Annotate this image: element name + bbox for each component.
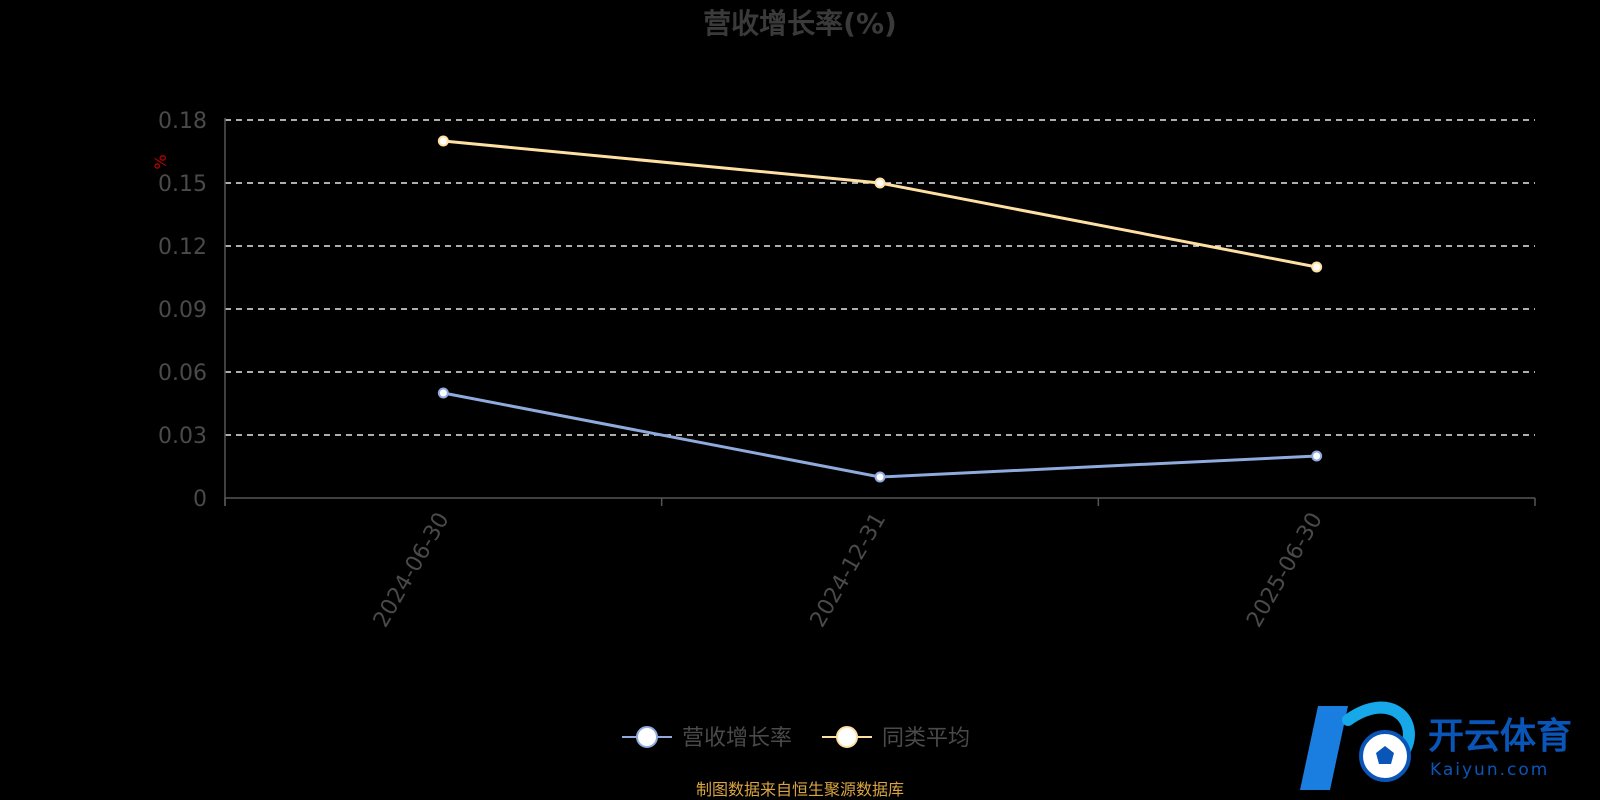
y-tick-label: 0.03 bbox=[158, 424, 207, 449]
x-tick-label: 2024-12-31 bbox=[806, 509, 892, 632]
grid-lines bbox=[225, 119, 1535, 436]
source-note: 制图数据来自恒生聚源数据库 bbox=[696, 780, 904, 799]
y-tick-label: 0 bbox=[193, 487, 207, 512]
data-point[interactable] bbox=[437, 135, 449, 147]
legend-label-peer-average: 同类平均 bbox=[882, 726, 970, 751]
y-tick-label: 0.15 bbox=[158, 172, 207, 197]
watermark-domain: Kaiyun.com bbox=[1430, 760, 1549, 780]
series-1 bbox=[437, 135, 1323, 273]
data-point[interactable] bbox=[874, 471, 886, 483]
legend-label-revenue-growth: 营收增长率 bbox=[682, 726, 792, 751]
chart-title: 营收增长率(%) bbox=[703, 7, 897, 40]
watermark-brand: 开云体育 bbox=[1428, 716, 1572, 757]
axes bbox=[224, 118, 1536, 506]
legend-item-revenue-growth[interactable]: 营收增长率 bbox=[622, 726, 792, 751]
data-point[interactable] bbox=[874, 177, 886, 189]
series-layer bbox=[437, 135, 1323, 483]
legend-marker-revenue-growth bbox=[636, 726, 658, 748]
x-tick-labels: 2024-06-30 2024-12-31 2025-06-30 bbox=[369, 509, 1328, 632]
y-tick-label: 0.09 bbox=[158, 298, 207, 323]
series-0 bbox=[437, 387, 1323, 483]
x-tick-label: 2024-06-30 bbox=[369, 509, 455, 632]
series-line bbox=[443, 139, 1317, 269]
legend: 营收增长率 同类平均 bbox=[622, 726, 970, 751]
x-tick-label: 2025-06-30 bbox=[1242, 509, 1328, 632]
legend-item-peer-average[interactable]: 同类平均 bbox=[822, 726, 970, 751]
soccer-ball-logo-icon bbox=[1300, 701, 1415, 790]
data-point[interactable] bbox=[1311, 450, 1323, 462]
y-tick-labels: 0 0.03 0.06 0.09 0.12 0.15 0.18 bbox=[158, 109, 207, 512]
y-tick-label: 0.12 bbox=[158, 235, 207, 260]
watermark: 开云体育 Kaiyun.com bbox=[1300, 701, 1572, 790]
data-point[interactable] bbox=[437, 387, 449, 399]
y-tick-label: 0.18 bbox=[158, 109, 207, 134]
data-point[interactable] bbox=[1311, 261, 1323, 273]
y-tick-label: 0.06 bbox=[158, 361, 207, 386]
y-unit-label: % bbox=[151, 154, 170, 169]
legend-marker-peer-average bbox=[836, 726, 858, 748]
